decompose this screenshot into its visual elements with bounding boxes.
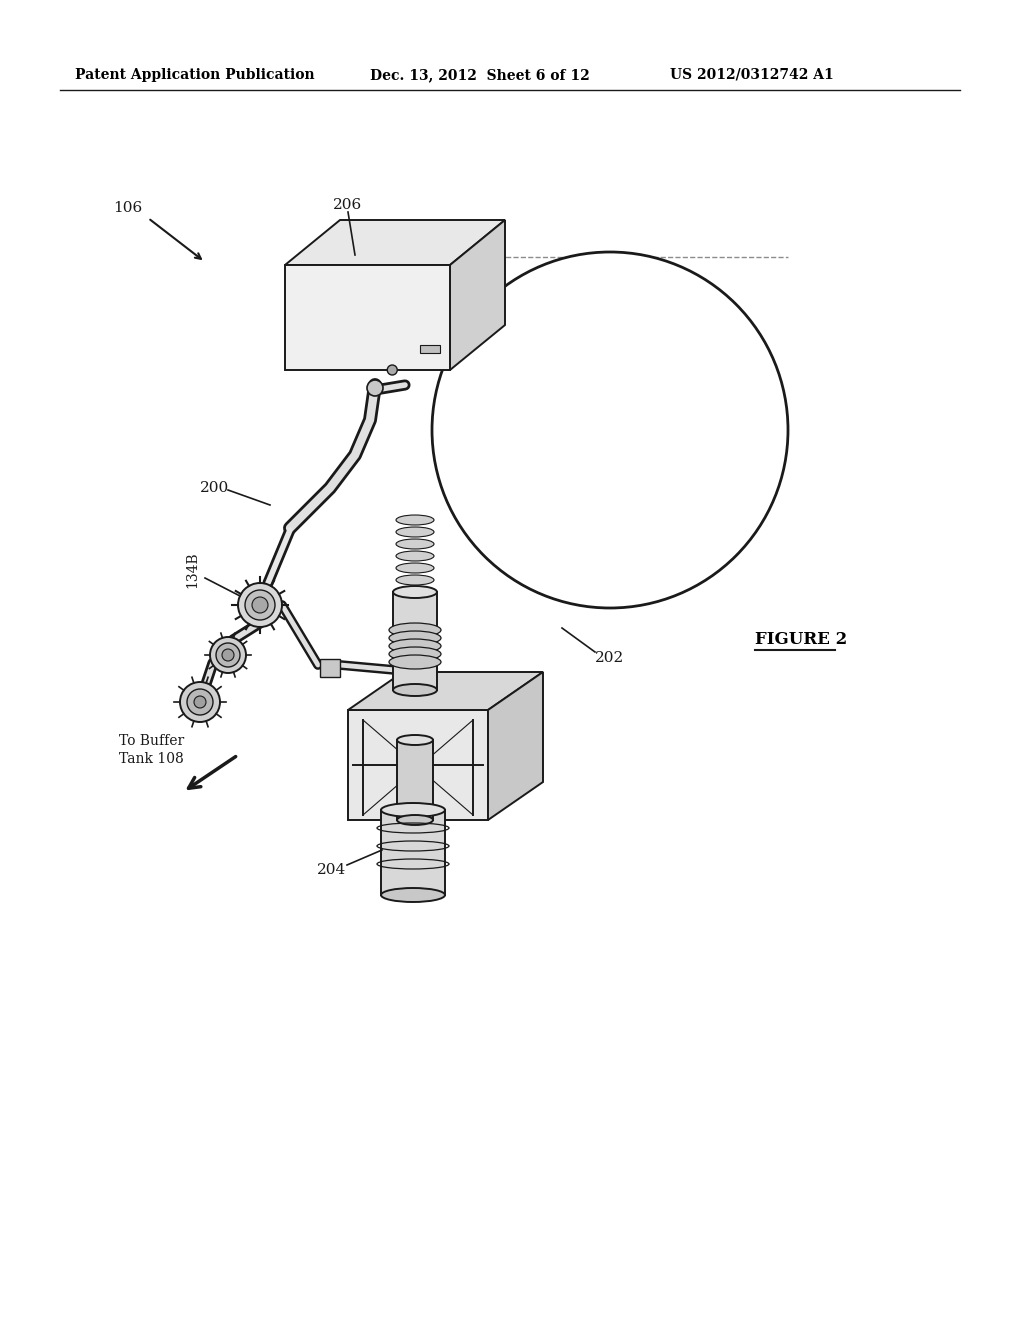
Circle shape bbox=[222, 649, 234, 661]
Polygon shape bbox=[348, 710, 488, 820]
Text: 200: 200 bbox=[201, 480, 229, 495]
Text: Dec. 13, 2012  Sheet 6 of 12: Dec. 13, 2012 Sheet 6 of 12 bbox=[370, 69, 590, 82]
Bar bbox=[393, 591, 437, 690]
Text: 134B: 134B bbox=[185, 552, 199, 589]
Circle shape bbox=[210, 638, 246, 673]
Ellipse shape bbox=[389, 631, 441, 645]
Circle shape bbox=[238, 583, 282, 627]
Ellipse shape bbox=[396, 550, 434, 561]
Circle shape bbox=[216, 643, 240, 667]
Text: 202: 202 bbox=[595, 651, 625, 665]
Ellipse shape bbox=[396, 564, 434, 573]
Circle shape bbox=[252, 597, 268, 612]
Polygon shape bbox=[450, 220, 505, 370]
Polygon shape bbox=[348, 672, 543, 710]
Text: 204: 204 bbox=[317, 863, 347, 876]
Ellipse shape bbox=[396, 527, 434, 537]
Ellipse shape bbox=[389, 655, 441, 669]
Ellipse shape bbox=[389, 639, 441, 653]
Bar bbox=[381, 810, 445, 895]
Circle shape bbox=[387, 366, 397, 375]
Circle shape bbox=[367, 380, 383, 396]
Ellipse shape bbox=[397, 735, 433, 744]
Circle shape bbox=[245, 590, 275, 620]
Circle shape bbox=[187, 689, 213, 715]
Circle shape bbox=[194, 696, 206, 708]
Ellipse shape bbox=[381, 888, 445, 902]
Ellipse shape bbox=[389, 623, 441, 638]
Ellipse shape bbox=[393, 684, 437, 696]
Bar bbox=[420, 345, 440, 352]
Text: US 2012/0312742 A1: US 2012/0312742 A1 bbox=[670, 69, 834, 82]
Text: FIGURE 2: FIGURE 2 bbox=[755, 631, 847, 648]
Text: 206: 206 bbox=[334, 198, 362, 213]
Ellipse shape bbox=[389, 647, 441, 661]
Ellipse shape bbox=[396, 576, 434, 585]
Text: 106: 106 bbox=[114, 201, 142, 215]
Ellipse shape bbox=[396, 539, 434, 549]
Circle shape bbox=[432, 252, 788, 609]
Polygon shape bbox=[285, 265, 450, 370]
Circle shape bbox=[180, 682, 220, 722]
Bar bbox=[319, 659, 340, 677]
Bar bbox=[397, 741, 433, 820]
Polygon shape bbox=[285, 220, 505, 265]
Ellipse shape bbox=[381, 803, 445, 817]
Text: Patent Application Publication: Patent Application Publication bbox=[75, 69, 314, 82]
Ellipse shape bbox=[393, 586, 437, 598]
Ellipse shape bbox=[397, 814, 433, 825]
Ellipse shape bbox=[396, 515, 434, 525]
Text: To Buffer
Tank 108: To Buffer Tank 108 bbox=[120, 734, 184, 766]
Polygon shape bbox=[488, 672, 543, 820]
